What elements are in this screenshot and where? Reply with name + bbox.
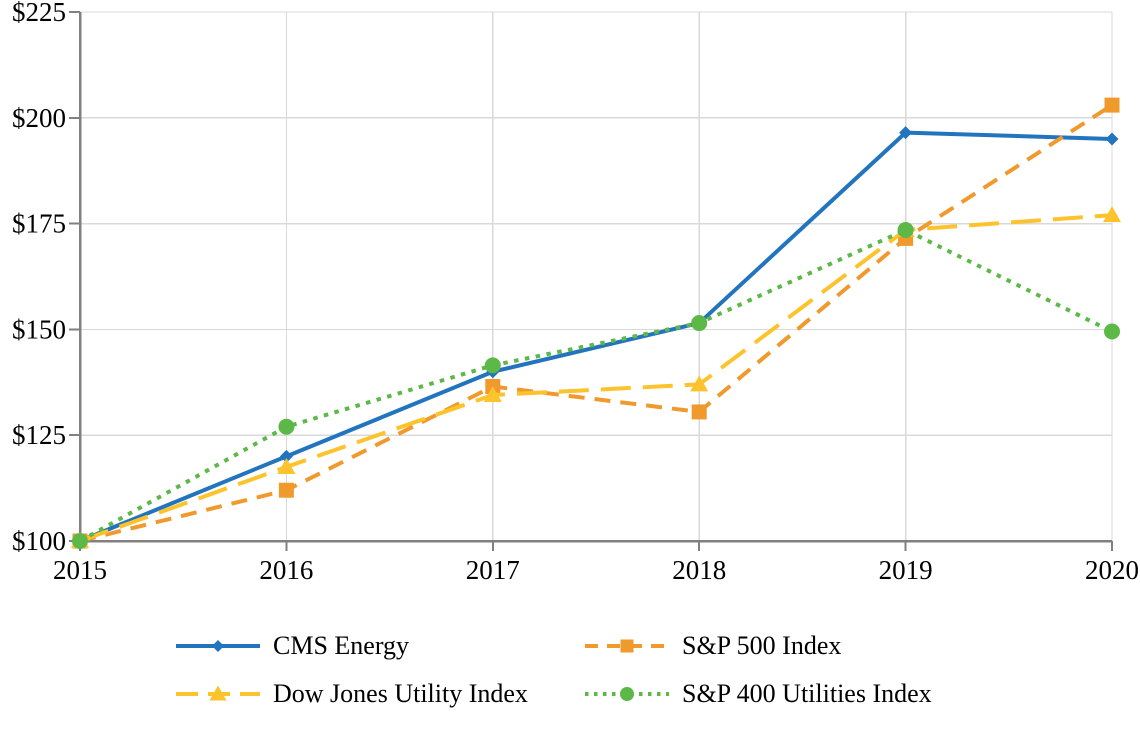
data-point-triangle [483,385,502,402]
x-axis-tick-label: 2015 [53,555,107,585]
x-axis-tick-label: 2017 [466,555,520,585]
x-axis-tick-label: 2018 [672,555,726,585]
series-line [79,213,1113,543]
data-point-circle [278,418,295,435]
legend-swatch-triangle-icon [176,685,260,701]
legend-swatch-circle-icon [585,687,669,701]
data-point-circle [484,357,501,374]
legend-label: S&P 400 Utilities Index [682,679,932,708]
data-point-triangle [209,685,227,701]
legend-swatch-square-icon [585,639,669,653]
y-axis-tick-label: $100 [12,526,66,556]
data-point-square [691,404,707,420]
series-dow-jones-utility-index [71,206,1121,548]
chart-legend: CMS Energy S&P 500 Index Dow Jones Utility… [176,633,932,707]
series-line [79,103,1114,543]
y-axis-tick-label: $175 [12,209,66,239]
y-axis-tick-label: $200 [12,103,66,133]
x-axis-tick-label: 2019 [879,555,933,585]
legend-label: Dow Jones Utility Index [273,679,528,708]
y-axis-tick-label: $125 [12,420,66,450]
data-point-circle [897,221,914,238]
legend-label: S&P 500 Index [682,631,842,660]
data-point-triangle [690,375,709,392]
legend-item-dow-jones-utility-index: Dow Jones Utility Index [176,681,585,707]
data-point-square [1104,97,1120,113]
data-point-triangle [1103,206,1121,223]
data-point-diamond [212,640,224,652]
x-axis-tick-label: 2016 [259,555,313,585]
data-point-diamond [279,449,293,463]
data-point-diamond [1105,132,1119,146]
data-point-square [620,639,634,653]
data-point-circle [1104,323,1120,340]
legend-item-cms-energy: CMS Energy [176,633,585,659]
series-line [79,227,1113,543]
legend-item-s-p-400-utilities-index: S&P 400 Utilities Index [585,681,932,707]
legend-label: CMS Energy [273,631,410,660]
data-point-circle [691,315,708,332]
series-cms-energy [73,126,1119,548]
data-point-diamond [899,126,913,140]
data-point-circle [620,687,634,701]
y-axis-tick-label: $150 [12,314,66,344]
data-point-triangle [277,457,296,474]
series-s-p-400-utilities-index [72,221,1120,549]
x-axis-tick-label: 2020 [1085,555,1139,585]
data-point-circle [72,533,88,549]
legend-item-s-p-500-index: S&P 500 Index [585,633,932,659]
data-point-square [278,482,294,498]
series-line [78,130,1114,543]
legend-swatch-diamond-icon [176,640,260,652]
y-axis-tick-label: $225 [12,0,66,27]
